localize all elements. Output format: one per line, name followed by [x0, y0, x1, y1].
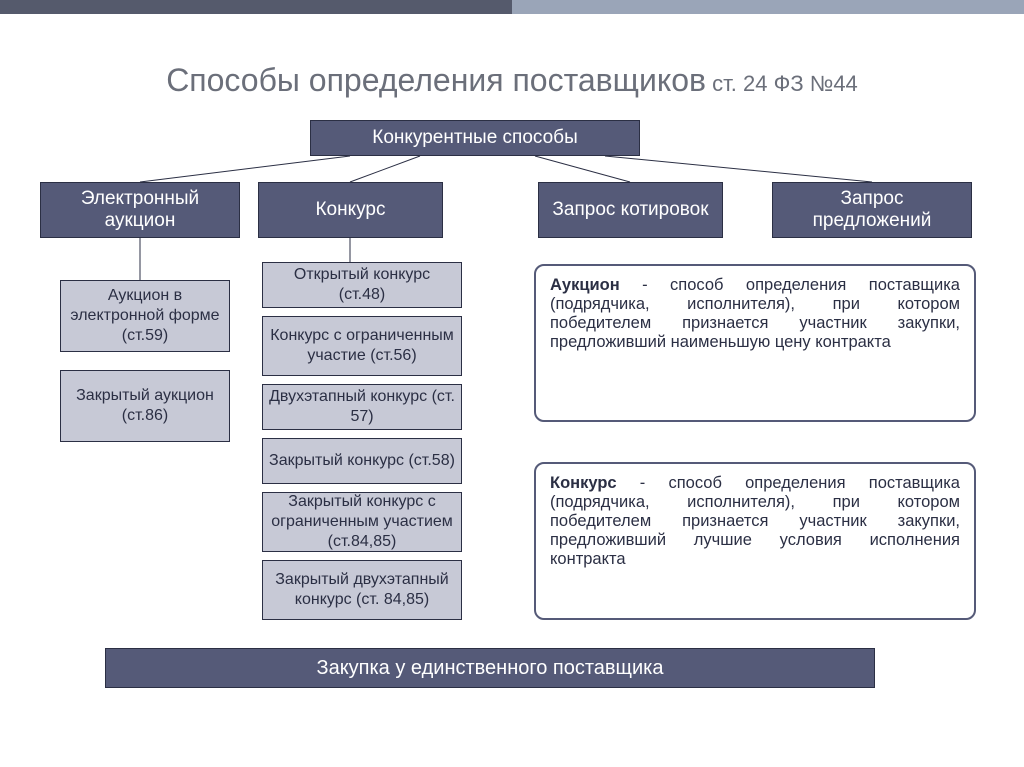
branch-electronic-auction: Электронный аукцион: [40, 182, 240, 238]
leaf-closed-two-stage-competition: Закрытый двухэтапный конкурс (ст. 84,85): [262, 560, 462, 620]
title-sub: ст. 24 ФЗ №44: [706, 71, 858, 96]
root-node: Конкурентные способы: [310, 120, 640, 156]
branch-proposal-request: Запрос предложений: [772, 182, 972, 238]
leaf-closed-competition: Закрытый конкурс (ст.58): [262, 438, 462, 484]
title-main: Способы определения поставщиков: [166, 62, 706, 98]
definition-auction-term: Аукцион: [550, 276, 620, 294]
branch-competition: Конкурс: [258, 182, 443, 238]
leaf-auction-electronic-form: Аукцион в электронной форме (ст.59): [60, 280, 230, 352]
definition-auction: Аукцион - способ определения поставщика …: [534, 264, 976, 422]
leaf-closed-auction: Закрытый аукцион (ст.86): [60, 370, 230, 442]
leaf-closed-limited-competition: Закрытый конкурс с ограниченным участием…: [262, 492, 462, 552]
leaf-limited-competition: Конкурс с ограниченным участие (ст.56): [262, 316, 462, 376]
leaf-open-competition: Открытый конкурс (ст.48): [262, 262, 462, 308]
branch-quotation-request: Запрос котировок: [538, 182, 723, 238]
page-title: Способы определения поставщиков ст. 24 Ф…: [0, 62, 1024, 99]
leaf-two-stage-competition: Двухэтапный конкурс (ст. 57): [262, 384, 462, 430]
single-supplier-bar: Закупка у единственного поставщика: [105, 648, 875, 688]
definition-competition: Конкурс - способ определения поставщика …: [534, 462, 976, 620]
top-accent-bar: [0, 0, 1024, 14]
definition-competition-term: Конкурс: [550, 474, 617, 492]
